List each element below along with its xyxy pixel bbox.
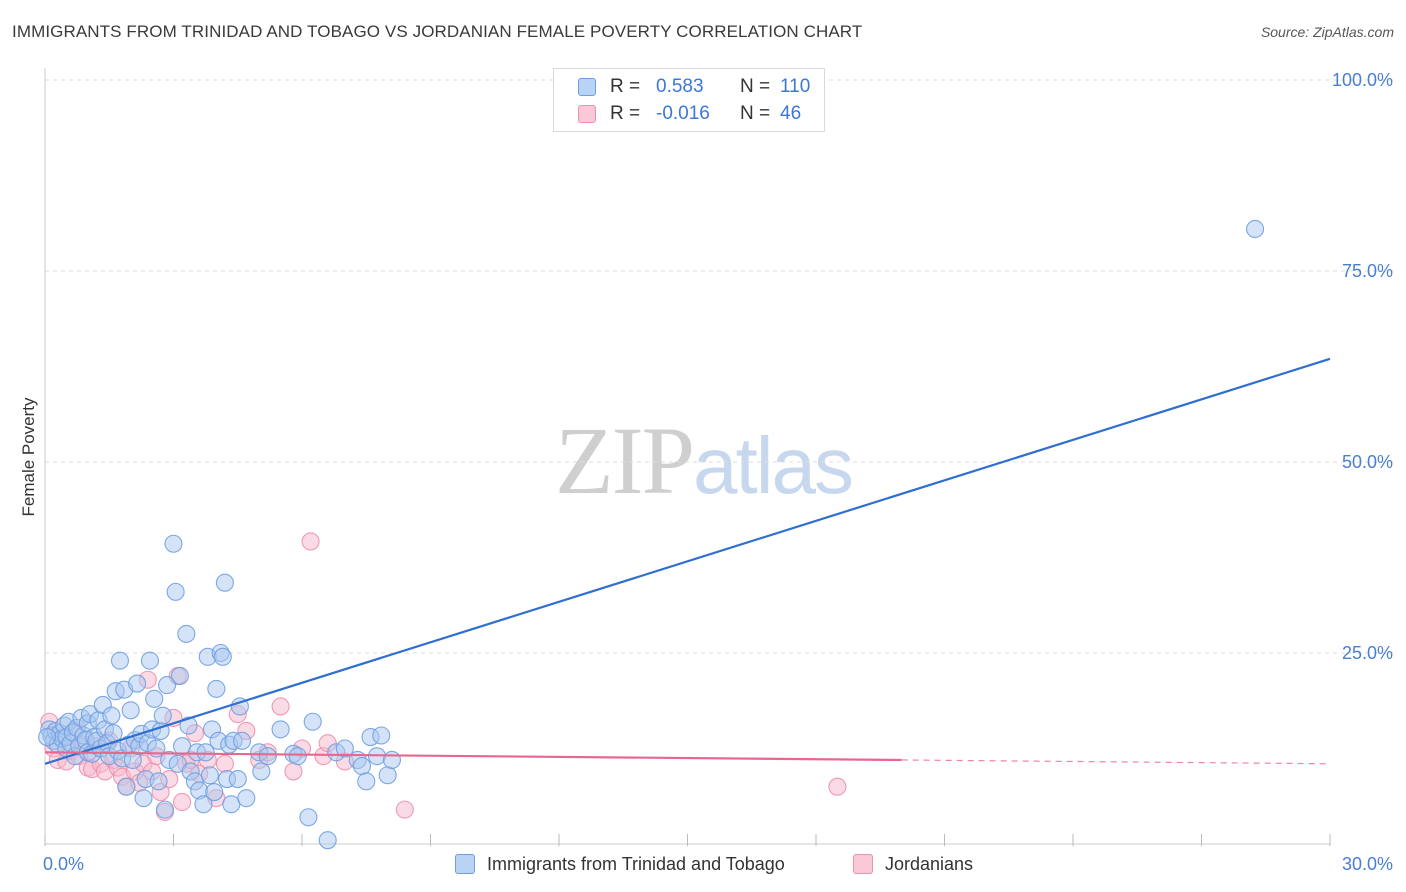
trinidad-point <box>149 772 168 791</box>
watermark-zip: ZIP <box>555 407 695 514</box>
y-axis-title: Female Poverty <box>19 397 38 517</box>
trinidad-point <box>378 766 397 785</box>
source-label: Source: ZipAtlas.com <box>1260 24 1394 40</box>
trinidad-point <box>232 731 252 750</box>
bottom-legend-jordanians: Jordanians <box>853 852 973 876</box>
tick-labels: 25.0% 50.0% 75.0% 100.0% 0.0% 30.0% Female Pov… <box>19 70 1393 874</box>
legend-n-value: 46 <box>780 103 802 124</box>
bottom-legend-swatch-blue <box>455 854 475 874</box>
y-tick-label: 75.0% <box>1342 261 1393 281</box>
jordanians-trend-line-dashed <box>901 759 1331 765</box>
legend-r-label: R = <box>610 103 641 124</box>
bottom-legend-swatch-pink <box>853 854 873 874</box>
jordanians-point <box>284 762 303 781</box>
bottom-legend-label-trinidad: Immigrants from Trinidad and Tobago <box>487 853 785 874</box>
trinidad-point <box>110 651 130 670</box>
legend-r-label: R = <box>610 76 641 97</box>
trinidad-point <box>205 782 224 802</box>
trinidad-point <box>382 750 402 770</box>
trinidad-point <box>318 831 337 850</box>
legend-row-jordanians: R = -0.016 N = 46 <box>578 102 801 126</box>
trinidad-point <box>117 777 136 796</box>
watermark-atlas: atlas <box>693 421 854 510</box>
trinidad-point <box>155 800 174 819</box>
trinidad-point <box>38 727 57 747</box>
trinidad-point <box>134 789 153 808</box>
trinidad-point <box>271 720 290 739</box>
x-tick-label: 30.0% <box>1342 854 1393 874</box>
legend-n-label: N = <box>740 76 771 97</box>
y-tick-label: 25.0% <box>1342 643 1393 663</box>
trinidad-point <box>228 770 247 789</box>
trinidad-point <box>128 674 147 693</box>
trinidad-point <box>303 712 322 731</box>
trinidad-point <box>372 726 391 745</box>
trinidad-point <box>194 795 213 814</box>
trinidad-point <box>357 772 376 791</box>
trinidad-point <box>121 701 140 720</box>
legend-n-value: 110 <box>780 76 811 97</box>
trinidad-point <box>200 766 219 785</box>
trinidad-point <box>207 679 226 698</box>
bottom-legend-label-jordanians: Jordanians <box>885 853 974 874</box>
correlation-legend: R = 0.583 N = 110 R = -0.016 N = 46 <box>553 68 825 132</box>
trinidad-point <box>158 676 177 695</box>
y-tick-label: 50.0% <box>1342 452 1393 472</box>
jordanians-point <box>271 697 290 716</box>
trinidad-point <box>140 651 159 670</box>
jordanians-point <box>173 792 192 812</box>
trinidad-point <box>177 624 196 643</box>
trinidad-point <box>352 757 372 776</box>
y-tick-label: 100.0% <box>1332 70 1393 90</box>
trinidad-trend-line <box>44 357 1331 765</box>
jordanians-trend-line <box>44 751 902 762</box>
trinidad-point <box>230 697 249 716</box>
grid <box>45 79 1395 654</box>
trinidad-point <box>237 789 256 808</box>
trinidad-point <box>1245 219 1265 239</box>
trinidad-point <box>164 534 183 553</box>
bottom-legend-trinidad: Immigrants from Trinidad and Tobago <box>455 852 785 876</box>
legend-row-trinidad: R = 0.583 N = 110 <box>578 75 810 99</box>
trinidad-point <box>145 689 164 708</box>
trinidad-point <box>213 647 232 666</box>
trend-lines <box>44 357 1331 765</box>
chart-title: IMMIGRANTS FROM TRINIDAD AND TOBAGO VS J… <box>12 22 863 41</box>
trinidad-point <box>215 573 234 592</box>
trinidad-point <box>196 743 215 762</box>
legend-swatch-pink <box>578 105 596 123</box>
watermark: ZIPatlas <box>555 405 854 516</box>
trinidad-point <box>153 706 172 725</box>
jordanians-point <box>395 800 414 819</box>
legend-n-label: N = <box>740 103 771 124</box>
legend-swatch-blue <box>578 78 596 96</box>
legend-r-value: 0.583 <box>656 76 704 97</box>
jordanians-point <box>828 777 847 796</box>
trinidad-point <box>299 808 318 827</box>
jordanians-point <box>215 754 234 773</box>
trinidad-point <box>288 747 307 766</box>
legend-r-value: -0.016 <box>656 103 710 124</box>
trinidad-point <box>258 747 277 766</box>
trinidad-point <box>335 739 354 758</box>
trinidad-point <box>166 582 185 601</box>
x-tick-label: 0.0% <box>43 854 84 874</box>
trinidad-point <box>252 762 271 781</box>
trinidad-point <box>102 706 121 725</box>
trinidad-point <box>179 716 198 735</box>
jordanians-point <box>301 532 320 551</box>
trinidad-point <box>170 666 189 685</box>
